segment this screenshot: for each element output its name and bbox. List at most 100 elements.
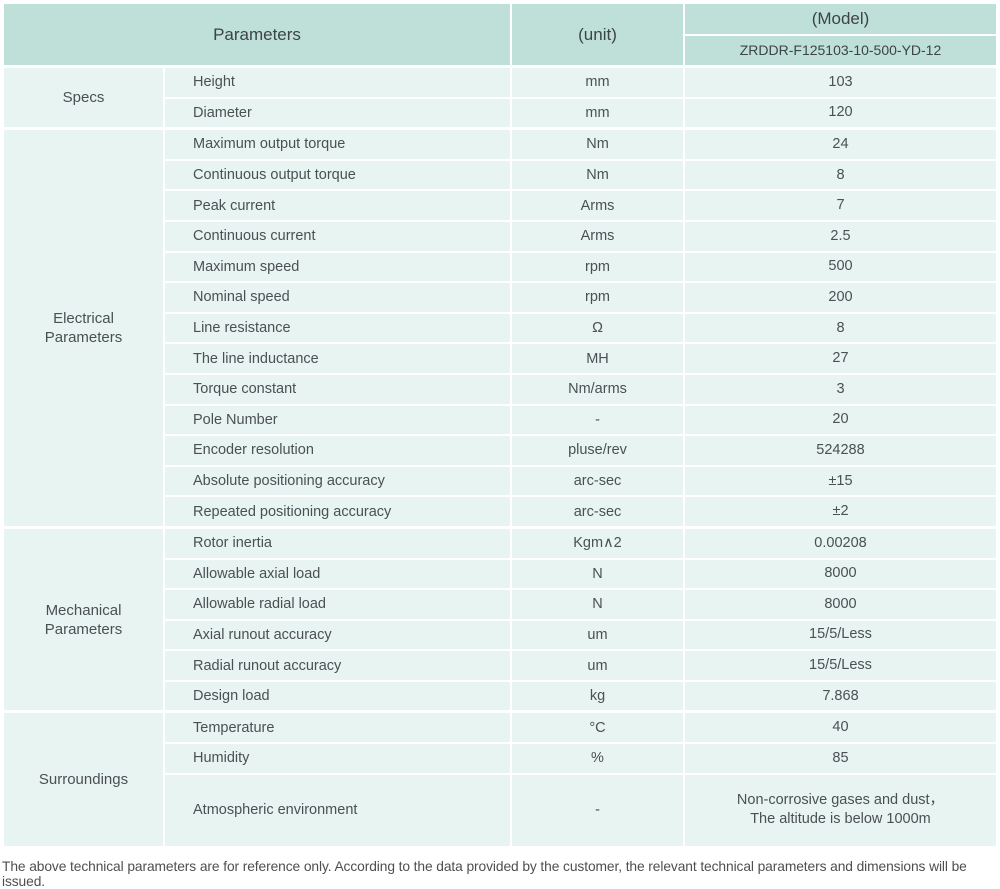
unit-cell: rpm (512, 283, 683, 312)
table-row: Temperature °C 40 (165, 713, 996, 743)
reference-note: The above technical parameters are for r… (2, 858, 967, 889)
param-name-cell: Absolute positioning accuracy (165, 466, 510, 496)
table-row: Allowable radial load N 8000 (165, 590, 996, 619)
unit-cell: °C (512, 713, 683, 743)
table-row: Continuous output torque Nm 8 (165, 160, 996, 190)
unit-cell: Nm/arms (512, 374, 683, 404)
unit-cell: rpm (512, 252, 683, 282)
group-label-mechanical-parameters: Mechanical Parameters (4, 528, 163, 711)
table-row: Line resistance Ω 8 (165, 313, 996, 343)
group-surroundings: Surroundings Temperature °C 40 Humidity … (4, 713, 996, 846)
table-row: Atmospheric environment - Non-corrosive … (165, 774, 996, 846)
param-name-cell: Height (165, 68, 510, 97)
table-row: Absolute positioning accuracy arc-sec ±1… (165, 466, 996, 496)
param-name-cell: Pole Number (165, 405, 510, 435)
param-name-cell: Axial runout accuracy (165, 620, 510, 650)
param-name-cell: Design load (165, 681, 510, 711)
table-row: Repeated positioning accuracy arc-sec ±2 (165, 497, 996, 526)
group-specs: Specs Height mm 103 Diameter mm 120 (4, 68, 996, 128)
param-name-cell: Torque constant (165, 374, 510, 404)
unit-cell: % (512, 744, 683, 773)
table-row: The line inductance MH 27 (165, 344, 996, 373)
value-cell: 3 (685, 374, 996, 404)
value-cell: ±2 (685, 497, 996, 526)
value-cell: 15/5/Less (685, 620, 996, 650)
value-cell: 20 (685, 405, 996, 435)
unit-cell: pluse/rev (512, 436, 683, 465)
unit-cell: Nm (512, 160, 683, 190)
param-name-cell: Diameter (165, 98, 510, 128)
table-row: Pole Number - 20 (165, 405, 996, 435)
param-name-cell: The line inductance (165, 344, 510, 373)
unit-cell: Kgm∧2 (512, 528, 683, 558)
unit-cell: Nm (512, 130, 683, 159)
table-row: Rotor inertia Kgm∧2 0.00208 (165, 528, 996, 558)
param-name-cell: Encoder resolution (165, 436, 510, 465)
table-header: Parameters (unit) (Model) ZRDDR-F125103-… (4, 4, 996, 65)
value-cell: 7.868 (685, 681, 996, 711)
header-model-code: ZRDDR-F125103-10-500-YD-12 (685, 35, 996, 65)
param-name-cell: Atmospheric environment (165, 774, 510, 846)
table-row: Diameter mm 120 (165, 98, 996, 128)
unit-cell: mm (512, 68, 683, 97)
param-name-cell: Temperature (165, 713, 510, 743)
unit-cell: Ω (512, 313, 683, 343)
value-cell: ±15 (685, 466, 996, 496)
value-cell: 7 (685, 191, 996, 220)
unit-cell: - (512, 774, 683, 846)
unit-cell: arc-sec (512, 466, 683, 496)
value-cell: 200 (685, 283, 996, 312)
value-cell: 85 (685, 744, 996, 773)
param-name-cell: Repeated positioning accuracy (165, 497, 510, 526)
unit-cell: MH (512, 344, 683, 373)
param-name-cell: Humidity (165, 744, 510, 773)
param-name-cell: Radial runout accuracy (165, 651, 510, 680)
param-name-cell: Rotor inertia (165, 528, 510, 558)
unit-cell: um (512, 620, 683, 650)
param-name-cell: Maximum speed (165, 252, 510, 282)
value-cell: 8 (685, 160, 996, 190)
value-cell: 27 (685, 344, 996, 373)
unit-cell: arc-sec (512, 497, 683, 526)
value-cell: 500 (685, 252, 996, 282)
unit-cell: um (512, 651, 683, 680)
header-unit: (unit) (512, 4, 683, 65)
value-cell: 524288 (685, 436, 996, 465)
unit-cell: kg (512, 681, 683, 711)
param-name-cell: Maximum output torque (165, 130, 510, 159)
group-label-specs: Specs (4, 68, 163, 128)
value-cell: 103 (685, 68, 996, 97)
group-mechanical-parameters: Mechanical Parameters Rotor inertia Kgm∧… (4, 528, 996, 711)
table-row: Nominal speed rpm 200 (165, 283, 996, 312)
group-label-surroundings: Surroundings (4, 713, 163, 846)
value-cell: 24 (685, 130, 996, 159)
value-cell: 120 (685, 98, 996, 128)
table-row: Torque constant Nm/arms 3 (165, 374, 996, 404)
table-row: Axial runout accuracy um 15/5/Less (165, 620, 996, 650)
group-electrical-parameters: Electrical Parameters Maximum output tor… (4, 130, 996, 526)
group-label-electrical-parameters: Electrical Parameters (4, 130, 163, 526)
unit-cell: N (512, 559, 683, 589)
table-row: Peak current Arms 7 (165, 191, 996, 220)
param-name-cell: Continuous output torque (165, 160, 510, 190)
table-row: Height mm 103 (165, 68, 996, 97)
param-name-cell: Nominal speed (165, 283, 510, 312)
value-cell: 8000 (685, 590, 996, 619)
unit-cell: N (512, 590, 683, 619)
param-name-cell: Line resistance (165, 313, 510, 343)
table-row: Continuous current Arms 2.5 (165, 221, 996, 251)
param-name-cell: Peak current (165, 191, 510, 220)
table-row: Humidity % 85 (165, 744, 996, 773)
value-cell: 2.5 (685, 221, 996, 251)
value-cell: 0.00208 (685, 528, 996, 558)
unit-cell: - (512, 405, 683, 435)
table-row: Encoder resolution pluse/rev 524288 (165, 436, 996, 465)
unit-cell: mm (512, 98, 683, 128)
header-model: (Model) (685, 4, 996, 34)
header-parameters: Parameters (4, 4, 510, 65)
unit-cell: Arms (512, 191, 683, 220)
table-row: Maximum speed rpm 500 (165, 252, 996, 282)
param-name-cell: Allowable radial load (165, 590, 510, 619)
value-cell: 40 (685, 713, 996, 743)
